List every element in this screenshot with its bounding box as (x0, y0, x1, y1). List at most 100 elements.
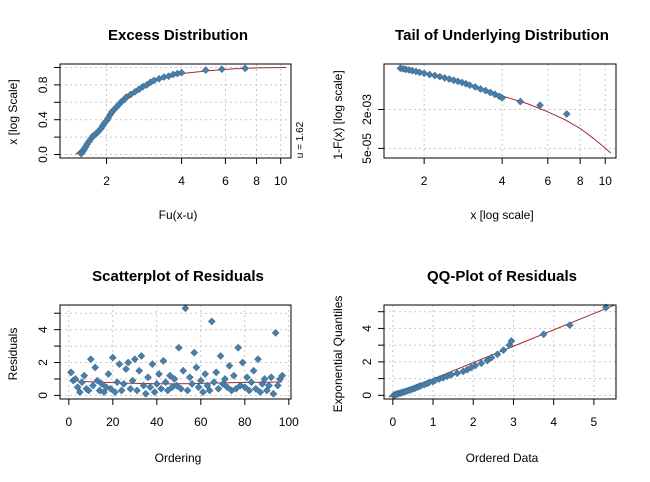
residuals-point-85 (254, 355, 262, 364)
residuals-point-52 (181, 304, 190, 313)
residuals-point-61 (201, 370, 210, 378)
qq-point-39 (565, 321, 574, 329)
excess-distribution-ylabel: x [log Scale] (6, 79, 20, 144)
residuals-point-57 (192, 363, 201, 372)
residuals-scatter-panel: Scatterplot of Residuals Ordering Residu… (6, 268, 299, 465)
residuals-point-9 (86, 355, 95, 364)
tail-point-16 (462, 79, 470, 88)
qq-plot-frame (383, 304, 617, 400)
tail-point-10 (436, 72, 444, 81)
tail-point-24 (498, 94, 506, 102)
tail-xtick-label-1: 4 (499, 174, 506, 188)
excess-xtick-label-2: 6 (222, 174, 229, 188)
residuals-point-16 (102, 383, 111, 391)
residuals-point-51 (179, 366, 188, 375)
residuals-point-6 (80, 371, 89, 380)
qq-plot-title: QQ-Plot of Residuals (427, 268, 577, 285)
residuals-point-43 (161, 378, 170, 387)
qq-plot-xlabel: Ordered Data (466, 451, 539, 465)
residuals-point-88 (260, 375, 269, 383)
qq-point-40 (602, 303, 610, 312)
residuals-point-27 (126, 384, 135, 393)
residuals-point-55 (188, 380, 196, 388)
residuals-point-56 (190, 348, 199, 357)
qq-xtick-label-3: 3 (510, 415, 517, 429)
excess-xtick-label-0: 2 (103, 174, 110, 188)
residuals-point-70 (221, 375, 229, 383)
residuals-plot-frame (59, 304, 292, 400)
residuals-point-67 (214, 384, 223, 393)
tail-distribution-title: Tail of Underlying Distribution (395, 27, 609, 44)
tail-distribution-panel: Tail of Underlying Distribution x [log s… (331, 27, 617, 222)
excess-distribution-title: Excess Distribution (108, 27, 248, 44)
qq-xtick-label-2: 2 (470, 415, 477, 429)
residuals-xtick-label-4: 80 (238, 415, 252, 429)
tail-point-27 (562, 110, 571, 118)
residuals-point-42 (159, 357, 168, 365)
residuals-point-35 (144, 373, 152, 382)
residuals-point-29 (130, 355, 139, 364)
residuals-point-36 (146, 383, 155, 391)
residuals-point-4 (75, 388, 84, 396)
tail-fit-line (400, 67, 612, 154)
excess-xtick-label-1: 4 (178, 174, 185, 188)
residuals-point-60 (199, 388, 207, 396)
residuals-point-81 (245, 386, 254, 395)
residuals-point-44 (163, 386, 172, 395)
residuals-xtick-label-5: 100 (279, 415, 299, 429)
residuals-point-65 (210, 378, 218, 387)
residuals-point-28 (128, 376, 137, 385)
residuals-point-64 (207, 317, 216, 326)
qq-point-35 (499, 346, 508, 354)
qq-ytick-label-2: 2 (360, 358, 374, 365)
residuals-scatter-xlabel: Ordering (155, 451, 202, 465)
residuals-point-32 (137, 352, 146, 360)
excess-point-39 (217, 65, 226, 74)
qq-plot-ylabel: Exponential Quantiles (331, 296, 345, 413)
qq-point-37 (507, 337, 516, 345)
residuals-point-91 (267, 373, 276, 382)
residuals-point-34 (141, 389, 150, 398)
residuals-point-45 (166, 371, 174, 380)
tail-distribution-xlabel: x [log scale] (470, 208, 533, 222)
tail-ytick-label-1: 2e-03 (360, 94, 374, 125)
residuals-point-78 (238, 358, 247, 367)
residuals-point-79 (240, 383, 249, 391)
tail-point-26 (536, 101, 544, 110)
residuals-point-93 (271, 329, 280, 337)
residuals-point-25 (122, 365, 130, 373)
residuals-point-59 (196, 376, 205, 385)
residuals-scatter-title: Scatterplot of Residuals (92, 268, 264, 285)
qq-xtick-label-5: 5 (591, 415, 598, 429)
qq-xtick-label-0: 0 (390, 415, 397, 429)
residuals-point-39 (152, 380, 161, 388)
residuals-point-23 (117, 386, 126, 395)
residuals-ytick-label-4: 4 (36, 326, 50, 333)
residuals-xtick-label-2: 40 (150, 415, 164, 429)
qq-point-33 (487, 353, 496, 362)
residuals-point-31 (135, 366, 144, 375)
residuals-fit-line (70, 378, 283, 385)
excess-distribution-panel: Excess Distribution Fu(x-u) x [log Scale… (6, 27, 306, 222)
residuals-point-19 (108, 353, 117, 362)
residuals-point-18 (106, 384, 115, 393)
qq-ytick-label-4: 4 (360, 325, 374, 332)
residuals-point-50 (177, 384, 185, 393)
residuals-point-53 (183, 386, 192, 395)
tail-xtick-label-2: 6 (544, 174, 551, 188)
residuals-point-37 (148, 360, 157, 368)
tail-point-13 (449, 76, 458, 85)
residuals-point-94 (273, 381, 282, 390)
residuals-point-14 (97, 380, 106, 388)
residuals-point-0 (67, 368, 75, 377)
excess-xtick-label-3: 8 (253, 174, 260, 188)
residuals-point-96 (278, 371, 287, 380)
residuals-point-74 (229, 371, 238, 380)
residuals-point-12 (93, 376, 102, 385)
residuals-point-75 (232, 384, 240, 393)
residuals-point-84 (251, 384, 260, 393)
tail-point-9 (431, 71, 439, 80)
residuals-point-92 (269, 389, 278, 398)
residuals-point-47 (170, 375, 179, 383)
excess-plot-frame (59, 63, 292, 159)
